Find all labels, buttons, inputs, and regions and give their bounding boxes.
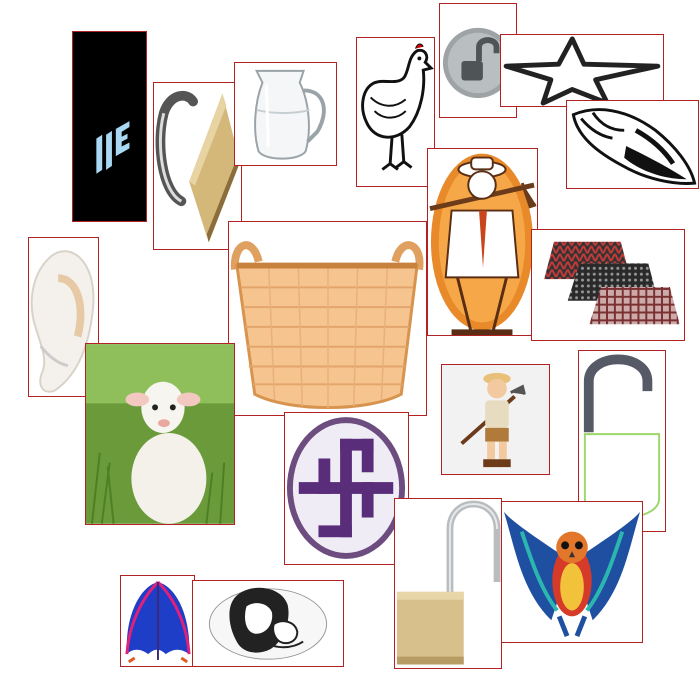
star-outline-icon [503, 36, 661, 106]
logo-icon [73, 33, 146, 220]
conch-tile [566, 100, 699, 189]
logo-tile [72, 31, 147, 222]
pitcher-tile [234, 62, 337, 166]
umbrella-icon [125, 581, 191, 664]
owl-icon [503, 511, 641, 637]
mother-and-child-icon [208, 587, 328, 660]
patterned-hats-icon [544, 241, 680, 325]
wicker-basket-icon [230, 241, 424, 409]
umbrella-tile [120, 575, 195, 667]
hinge-tile [153, 82, 242, 250]
hats-tile [531, 229, 685, 341]
white-shell-icon [30, 250, 95, 393]
hen-tile [356, 37, 435, 187]
farmer-icon [429, 153, 537, 335]
brass-lock-tile [394, 498, 502, 669]
lamb-icon [86, 344, 234, 524]
glass-pitcher-icon [254, 69, 326, 160]
lamb-tile [85, 343, 235, 525]
owl-tile [501, 501, 643, 643]
hinge-magnet-icon [155, 90, 241, 243]
hen-icon [361, 43, 434, 171]
brass-padlock-icon [396, 500, 501, 665]
mother-tile [192, 580, 344, 667]
farmer-tile [427, 148, 538, 336]
star-tile [500, 34, 664, 107]
conch-shell-icon [571, 108, 697, 185]
swastika-icon [286, 417, 406, 559]
swastika-tile [284, 412, 409, 565]
basket-tile [228, 221, 427, 416]
boy-tile [441, 364, 550, 475]
boy-with-hoe-icon [442, 365, 549, 474]
silver-padlock-icon [442, 27, 514, 99]
